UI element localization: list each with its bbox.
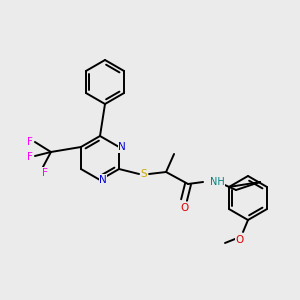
Text: N: N [99,175,107,185]
Text: NH: NH [210,177,225,187]
Text: S: S [141,169,147,179]
Text: O: O [180,203,188,213]
Text: F: F [27,137,33,147]
Text: F: F [42,168,48,178]
Text: O: O [236,235,244,245]
Text: N: N [118,142,126,152]
Text: F: F [27,152,33,162]
